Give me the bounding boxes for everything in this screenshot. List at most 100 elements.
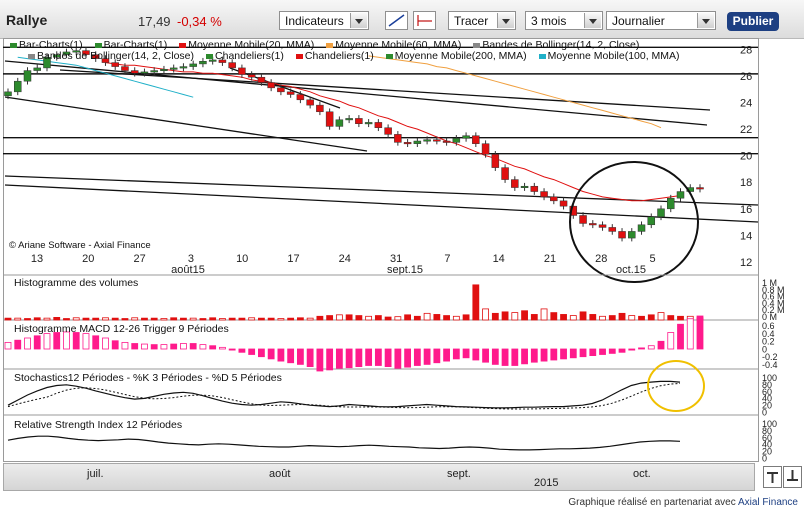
candle — [462, 135, 470, 139]
macd-bar — [599, 348, 606, 355]
volume-bar — [599, 315, 606, 321]
x-tick-label: 21 — [544, 253, 556, 265]
legend-item[interactable]: Bandes de Bollinger(14, 2, Close) — [473, 39, 639, 51]
legend-label: Moyenne Mobile(100, MMA) — [547, 50, 680, 62]
volume-bar — [82, 317, 90, 321]
volume-bar — [102, 317, 109, 321]
macd-bar — [160, 344, 168, 350]
indicators-dropdown[interactable]: Indicateurs — [279, 11, 369, 30]
volume-bar — [43, 317, 51, 321]
candle — [394, 134, 402, 143]
candle — [296, 94, 305, 101]
macd-bar — [618, 348, 626, 353]
volume-axis-label: 0 M — [762, 312, 777, 322]
macd-bar — [423, 348, 431, 365]
macd-axis-label: 0.6 — [762, 321, 775, 331]
rsi-axis-label: 100 — [762, 419, 777, 429]
candle — [433, 139, 441, 142]
legend-item[interactable]: Moyenne Mobile(100, MMA) — [538, 50, 680, 62]
candle — [91, 54, 100, 59]
macd-bar — [579, 348, 587, 358]
volume-bar — [248, 317, 256, 321]
macd-bar — [43, 333, 51, 350]
legend-label: Moyenne Mobile(60, MMA) — [335, 39, 462, 51]
legend-swatch — [28, 53, 35, 59]
macd-bar — [335, 348, 343, 369]
legend-item[interactable]: Chandeliers(1) — [295, 50, 374, 62]
candle — [277, 87, 285, 93]
macd-bar — [53, 332, 61, 350]
interval-select[interactable]: Journalier — [606, 11, 716, 30]
volume-bar — [579, 311, 587, 321]
y-tick-label: 18 — [740, 177, 752, 189]
macd-bar — [647, 345, 655, 350]
volume-bar — [277, 318, 285, 321]
draw-dropdown[interactable]: Tracer — [448, 11, 516, 30]
volume-bar — [569, 315, 577, 321]
candle — [267, 82, 275, 89]
zoom-out-button[interactable] — [783, 466, 802, 488]
y-tick-label: 14 — [740, 230, 752, 242]
candle — [82, 50, 90, 55]
legend-item[interactable]: Bar-Charts(1) — [94, 39, 167, 51]
zoom-in-button[interactable] — [763, 466, 782, 488]
legend-item[interactable]: Moyenne Mobile(200, MMA) — [385, 50, 527, 62]
candle — [540, 191, 548, 198]
horizontal-line-button[interactable] — [413, 11, 436, 30]
macd-bar — [365, 348, 373, 366]
macd-axis-label: 0.4 — [762, 329, 775, 339]
macd-bar — [482, 348, 489, 363]
trend-line-icon — [388, 14, 405, 27]
macd-bar — [540, 348, 548, 362]
macd-bar — [189, 343, 197, 350]
volume-bar — [443, 315, 450, 321]
volume-bar — [521, 310, 528, 321]
legend-label: Chandeliers(1) — [304, 50, 374, 62]
stoch-axis-label: 20 — [762, 401, 772, 411]
x-tick-label: 7 — [444, 253, 450, 265]
credit-link[interactable]: Axial Finance — [737, 497, 798, 508]
macd-bar — [102, 337, 109, 350]
nav-year-label: 2015 — [534, 477, 559, 489]
legend-item[interactable]: Moyenne Mobile(60, MMA) — [326, 39, 461, 51]
candle — [160, 68, 168, 71]
macd-bar — [267, 348, 275, 360]
macd-bar — [384, 348, 392, 368]
period-select[interactable]: 3 mois — [525, 11, 603, 30]
chevron-down-icon — [584, 13, 601, 28]
rsi-axis-label: 40 — [762, 440, 772, 450]
legend-item[interactable]: Bandes de Bollinger(14, 2, Close) — [28, 50, 194, 62]
candle — [33, 67, 41, 71]
nav-month-label: sept. — [447, 468, 471, 480]
credit-text: Graphique réalisé en partenariat avec — [568, 497, 736, 508]
candle — [286, 91, 295, 95]
candle — [501, 167, 509, 180]
macd-bar — [199, 344, 207, 350]
volume-bar — [33, 317, 41, 321]
time-navigator[interactable] — [3, 463, 755, 491]
candle — [628, 231, 636, 239]
legend-item[interactable]: Chandeliers(1) — [206, 50, 284, 62]
candle — [511, 179, 519, 188]
volume-bar — [4, 317, 12, 321]
candle — [140, 71, 149, 74]
macd-bar — [277, 348, 285, 362]
candle — [676, 191, 685, 199]
volume-axis-label: 0.4 M — [762, 298, 785, 308]
legend-item[interactable]: Bar-Charts(1) — [10, 39, 83, 51]
stoch-axis-label: 0 — [762, 408, 767, 418]
candle — [608, 227, 617, 232]
line-tool-button[interactable] — [385, 11, 408, 30]
legend-swatch — [10, 42, 17, 48]
legend-item[interactable]: Moyenne Mobile(20, MMA) — [179, 39, 314, 51]
publish-button[interactable]: Publier — [727, 12, 779, 31]
candle — [364, 122, 373, 125]
volume-bar — [335, 314, 343, 321]
period-value: 3 mois — [531, 14, 567, 28]
candle — [355, 118, 363, 124]
stock-change: -0,34 % — [177, 14, 222, 29]
macd-bar — [219, 346, 226, 350]
volume-bar — [589, 314, 597, 321]
macd-bar — [287, 348, 295, 364]
volume-bar — [413, 315, 421, 321]
